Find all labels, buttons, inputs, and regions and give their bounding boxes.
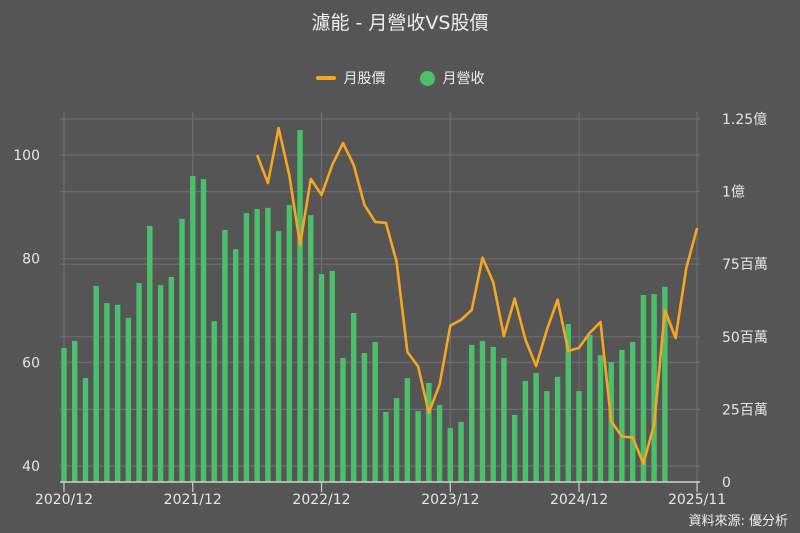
revenue-bars <box>61 130 668 483</box>
line-swatch-icon <box>315 76 336 80</box>
revenue-bar <box>136 283 142 482</box>
revenue-bar <box>597 355 604 482</box>
revenue-bar <box>383 412 389 482</box>
left-axis-label: 100 <box>13 148 40 164</box>
revenue-bar <box>190 175 196 482</box>
revenue-bar <box>554 376 561 482</box>
legend: 月股價 月營收 <box>0 68 800 88</box>
left-axis-label: 80 <box>22 252 40 268</box>
legend-label: 月股價 <box>343 71 386 87</box>
gridlines <box>60 112 700 483</box>
revenue-bar <box>587 335 593 482</box>
x-tick-label: 2021/12 <box>164 492 222 508</box>
revenue-bar <box>179 218 185 483</box>
left-axis-label: 40 <box>22 459 40 475</box>
legend-item-revenue[interactable]: 月營收 <box>419 68 485 88</box>
revenue-bar <box>629 342 636 482</box>
revenue-bar <box>372 342 378 482</box>
x-tick-label: 2025/11 <box>668 492 726 508</box>
revenue-bar <box>254 209 260 483</box>
revenue-bar <box>662 286 668 482</box>
revenue-bar <box>522 380 529 482</box>
revenue-bar <box>125 317 132 482</box>
revenue-bar <box>544 391 550 482</box>
revenue-bar <box>404 378 411 482</box>
revenue-bar <box>651 294 657 482</box>
right-axis-label: 0 <box>722 475 731 491</box>
revenue-bar <box>93 285 99 482</box>
revenue-bar <box>533 373 539 482</box>
dot-swatch-icon <box>419 70 435 86</box>
right-axis-label: 75百萬 <box>722 257 768 273</box>
revenue-bar <box>458 421 464 482</box>
revenue-bar <box>297 130 303 482</box>
right-axis-label: 50百萬 <box>722 330 768 346</box>
revenue-bar <box>308 215 314 482</box>
revenue-bar <box>576 391 582 482</box>
x-tick-label: 2023/12 <box>421 492 479 508</box>
revenue-bar <box>157 285 164 482</box>
revenue-bar <box>286 204 293 482</box>
revenue-bar <box>275 231 282 482</box>
revenue-bar <box>501 357 507 482</box>
revenue-bar <box>104 303 110 482</box>
legend-item-stock-price[interactable]: 月股價 <box>315 68 386 88</box>
revenue-bar <box>211 321 217 482</box>
legend-label: 月營收 <box>442 71 485 87</box>
revenue-bar <box>147 225 153 483</box>
revenue-bar <box>426 382 432 482</box>
revenue-bar <box>469 344 475 482</box>
revenue-bar <box>361 353 368 482</box>
revenue-bar <box>436 405 443 482</box>
x-tick-label: 2024/12 <box>550 492 608 508</box>
revenue-bar <box>200 179 207 482</box>
stock-price-line <box>255 126 699 465</box>
revenue-bar <box>351 312 357 482</box>
revenue-bar <box>329 270 335 482</box>
revenue-bar <box>318 274 325 482</box>
x-tick-label: 2020/12 <box>35 492 93 508</box>
revenue-bar <box>415 411 421 482</box>
revenue-bar <box>168 276 174 482</box>
revenue-bar <box>479 340 486 482</box>
revenue-bar <box>265 207 271 482</box>
revenue-bar <box>393 398 400 482</box>
revenue-bar <box>511 414 518 482</box>
revenue-bar <box>565 324 572 482</box>
right-axis-label: 1億 <box>722 185 745 201</box>
revenue-bar <box>82 378 89 482</box>
x-tick-label: 2022/12 <box>292 492 350 508</box>
revenue-bar <box>72 340 78 482</box>
data-source: 資料來源: 優分析 <box>688 514 788 529</box>
revenue-bar <box>490 346 496 482</box>
revenue-bar <box>447 427 453 482</box>
revenue-bar <box>340 357 346 482</box>
right-axis-label: 25百萬 <box>722 402 768 418</box>
axes: 2020/12 2021/12 2022/12 2023/12 2024/12 2025/… <box>13 112 768 508</box>
revenue-bar <box>232 249 239 482</box>
stock-price-polyline <box>255 126 699 465</box>
left-axis-label: 60 <box>22 355 40 371</box>
revenue-bar <box>61 348 67 482</box>
revenue-bar <box>640 294 647 482</box>
revenue-bar <box>114 304 121 482</box>
chart-title: 濾能 - 月營收VS股價 <box>311 12 489 34</box>
right-axis-label: 1.25億 <box>722 112 767 128</box>
revenue-bar <box>243 213 250 482</box>
revenue-bar <box>222 229 228 482</box>
revenue-bar <box>619 349 625 482</box>
